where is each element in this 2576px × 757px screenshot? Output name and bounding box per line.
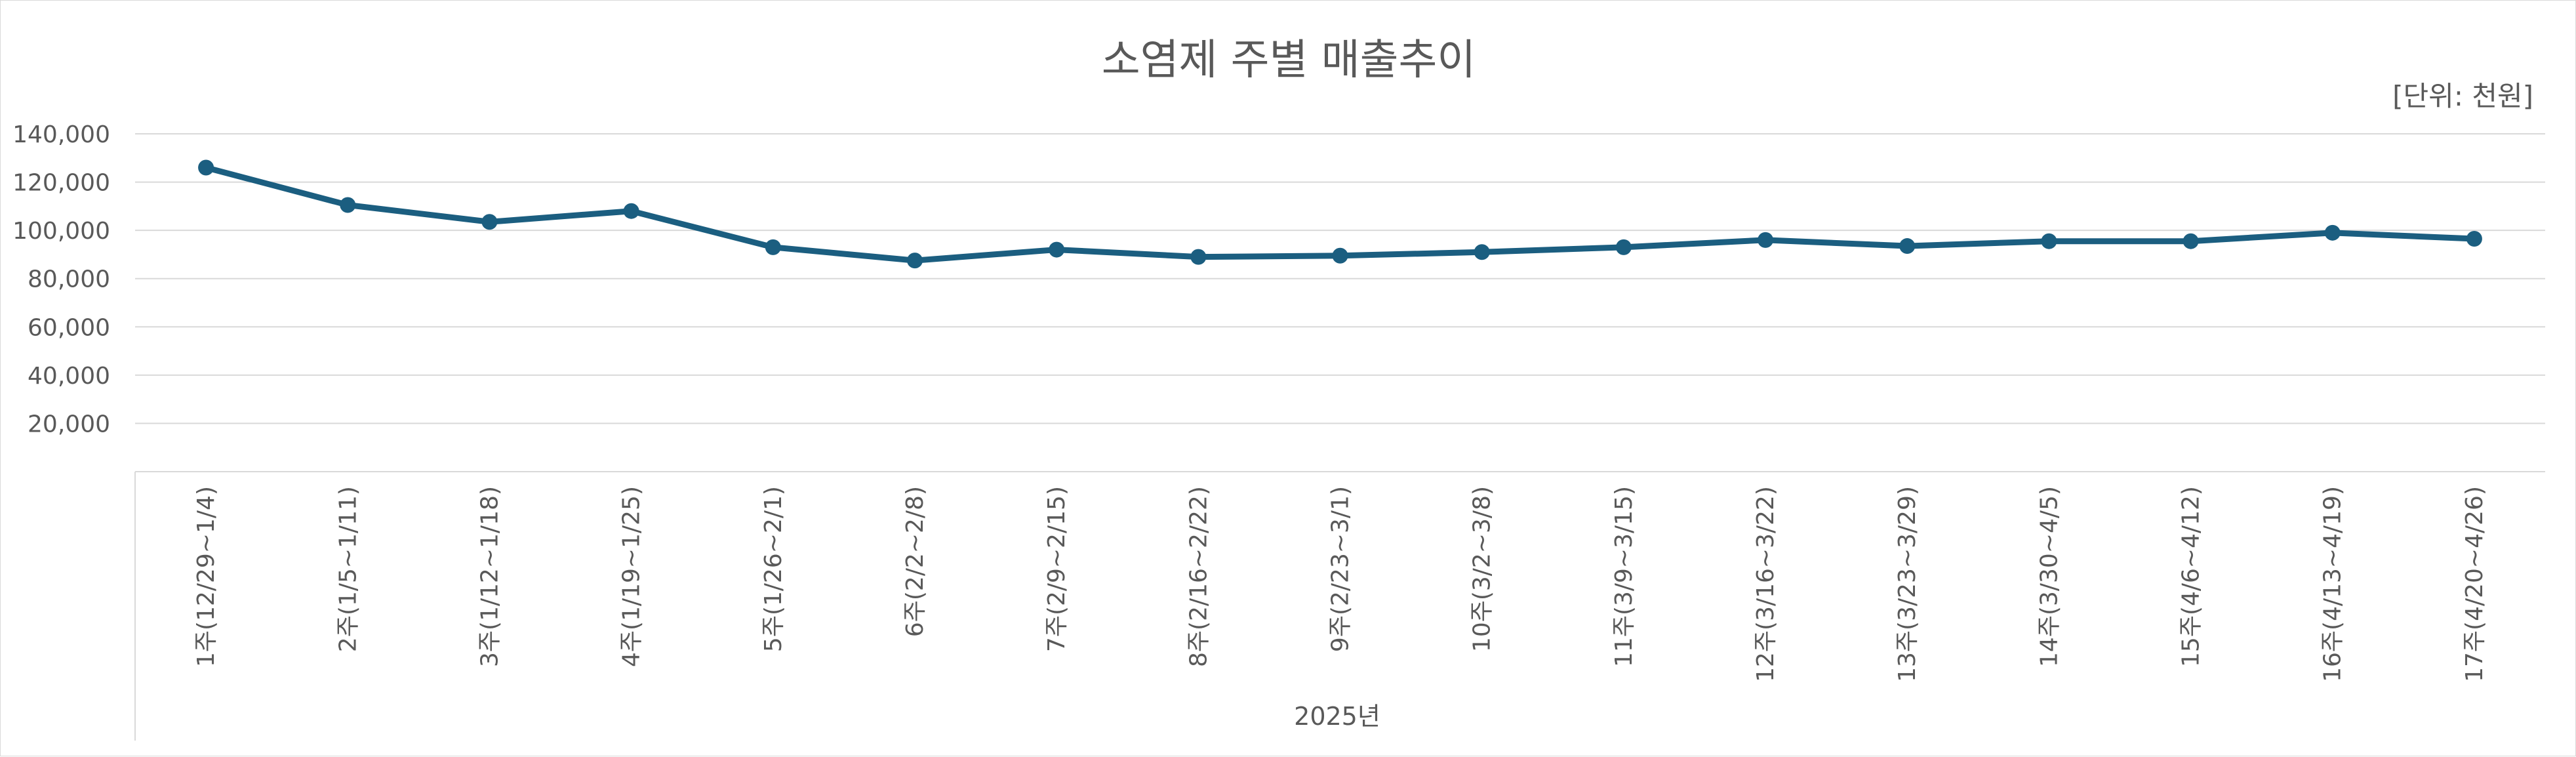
x-tick-label: 3주(1/12~1/18) [476, 486, 503, 667]
data-point [2324, 224, 2341, 241]
x-tick-label: 13주(3/23~3/29) [1894, 486, 1921, 682]
x-tick-label: 17주(4/20~4/26) [2461, 486, 2488, 682]
y-tick-label: 100,000 [12, 218, 110, 245]
y-tick-label: 40,000 [28, 363, 110, 390]
data-point [906, 253, 923, 269]
x-tick-label: 10주(3/2~3/8) [1469, 486, 1496, 652]
x-tick-label: 1주(12/29~1/4) [193, 486, 220, 667]
x-tick-label: 4주(1/19~1/25) [618, 486, 645, 667]
x-tick-label: 12주(3/16~3/22) [1752, 486, 1779, 682]
chart-title: 소염제 주별 매출추이 [1102, 36, 1476, 85]
data-point [1474, 244, 1490, 260]
data-point [2466, 231, 2482, 247]
data-point [2041, 233, 2057, 249]
unit-label: [단위: 천원] [2392, 80, 2533, 112]
data-point [1758, 232, 1774, 248]
data-point [1049, 241, 1065, 258]
x-axis [134, 471, 2545, 741]
y-tick-label: 60,000 [28, 314, 110, 341]
x-tick-label: 8주(2/16~2/22) [1185, 486, 1212, 667]
x-tick-label: 5주(1/26~2/1) [760, 486, 787, 652]
x-tick-label: 14주(3/30~4/5) [2036, 486, 2063, 667]
x-tick-label: 6주(2/2~2/8) [902, 486, 929, 637]
data-point [1615, 239, 1632, 255]
data-point [1190, 249, 1207, 265]
data-point [1899, 238, 1916, 255]
data-point [1332, 247, 1348, 264]
x-axis-label: 2025년 [1294, 702, 1380, 731]
data-point [765, 239, 781, 255]
y-axis-ticks: 20,000 40,000 60,000 80,000 100,000 120,000 14… [12, 121, 110, 438]
x-tick-label: 9주(2/23~3/1) [1327, 486, 1354, 652]
y-tick-label: 140,000 [12, 121, 110, 148]
y-tick-label: 80,000 [28, 266, 110, 293]
x-tick-label: 2주(1/5~1/11) [334, 486, 361, 652]
gridlines [135, 133, 2545, 424]
y-tick-label: 20,000 [28, 411, 110, 438]
y-tick-label: 120,000 [12, 170, 110, 197]
x-tick-label: 11주(3/9~3/15) [1611, 486, 1638, 667]
x-tick-label: 15주(4/6~4/12) [2178, 486, 2205, 667]
series-layer [198, 159, 2482, 269]
x-tick-label: 7주(2/9~2/15) [1043, 486, 1070, 652]
data-point [198, 159, 214, 176]
x-axis-ticks: 1주(12/29~1/4) 2주(1/5~1/11) 3주(1/12~1/18) 4주… [193, 486, 2488, 682]
data-point [2183, 233, 2199, 249]
data-point [481, 214, 498, 230]
x-tick-label: 16주(4/13~4/19) [2320, 486, 2346, 682]
data-point [623, 203, 639, 219]
data-point [340, 197, 356, 213]
